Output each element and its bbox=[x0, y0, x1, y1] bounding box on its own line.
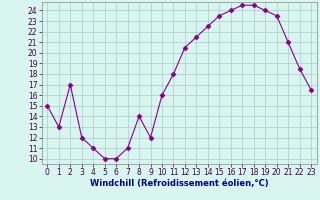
X-axis label: Windchill (Refroidissement éolien,°C): Windchill (Refroidissement éolien,°C) bbox=[90, 179, 268, 188]
